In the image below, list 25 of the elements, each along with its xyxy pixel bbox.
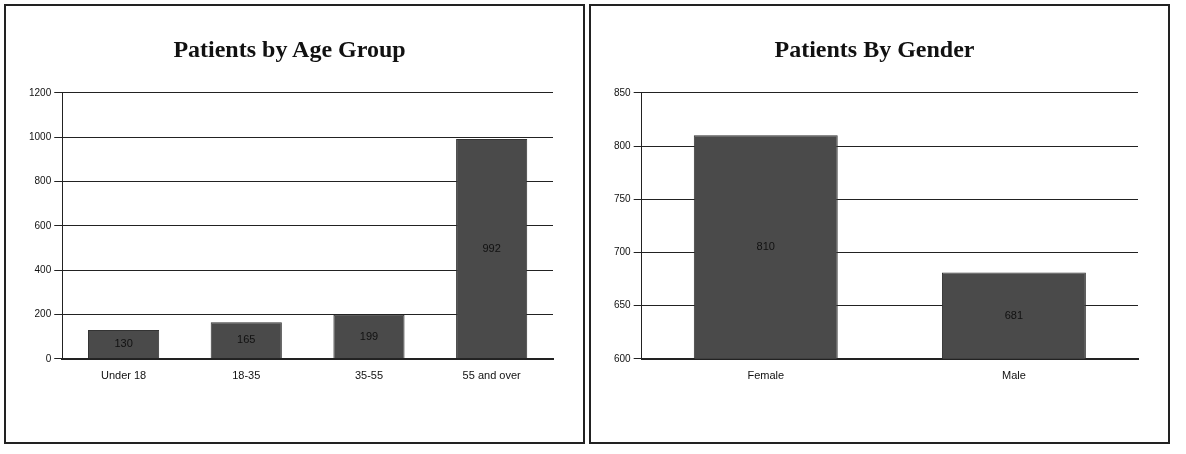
y-tick-label: 1200	[29, 86, 52, 98]
y-tick-label: 800	[614, 139, 632, 151]
data-label: 810	[756, 240, 775, 253]
y-tick-label: 650	[614, 299, 632, 311]
data-label: 165	[237, 333, 256, 346]
y-tick-label: 200	[34, 308, 52, 320]
y-tick-label: 700	[614, 246, 632, 258]
y-tick-label: 800	[34, 175, 52, 187]
y-tick-label: 600	[614, 352, 632, 364]
x-tick-label: 55 and over	[462, 369, 522, 382]
x-tick-label: Male	[1002, 369, 1026, 382]
x-tick-label: 35-55	[354, 369, 384, 382]
y-tick-label: 400	[34, 263, 52, 275]
chart-title: Patients By Gender	[774, 35, 975, 62]
y-tick-label: 600	[34, 219, 52, 231]
x-tick-label: Female	[747, 369, 785, 382]
data-label: 130	[114, 337, 133, 350]
x-tick-label: Under 18	[100, 369, 147, 382]
y-tick-label: 0	[45, 352, 52, 364]
data-label: 992	[482, 241, 501, 254]
y-tick-label: 750	[614, 192, 632, 204]
y-tick-label: 850	[614, 86, 632, 98]
chart-title: Patients by Age Group	[173, 35, 406, 62]
y-tick-label: 1000	[29, 130, 52, 142]
x-tick-label: 18-35	[232, 369, 261, 382]
